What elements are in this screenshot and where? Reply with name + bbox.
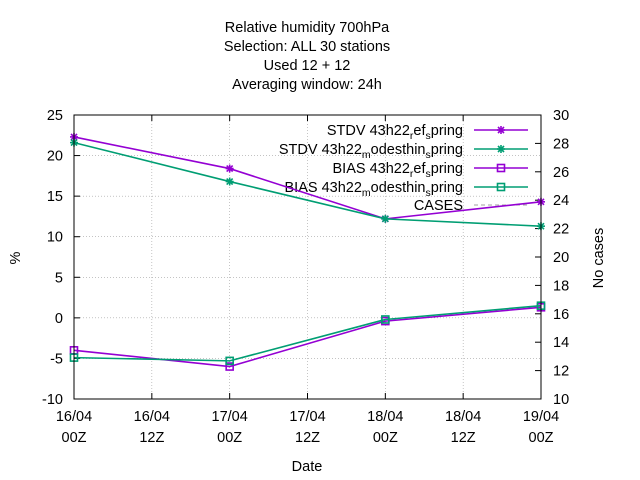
y-tick-label: -5 [50,351,63,367]
y2-tick-label: 14 [553,335,569,351]
legend-text-part: odesthin [371,142,426,158]
legend-text-part: pring [431,161,463,177]
legend-subscript: s [426,187,431,199]
y2-tick-label: 26 [553,165,569,181]
legend-text-part: odesthin [371,180,426,196]
y-tick-label: -10 [42,392,63,408]
y-tick-label: 25 [47,108,63,124]
x-tick-label: 17/04 [289,409,325,425]
title-line: Used 12 + 12 [264,58,351,74]
y-tick-label: 0 [55,311,63,327]
y2-tick-label: 10 [553,392,569,408]
legend-text-part: BIAS 43h22 [285,180,362,196]
star-point [225,177,234,186]
legend-text-part: ef [413,123,426,139]
square-point [496,163,506,173]
y2-tick-label: 12 [553,364,569,380]
y2-tick-label: 22 [553,222,569,238]
x-tick-label: 12Z [451,430,476,446]
x-tick-label: 18/04 [367,409,403,425]
legend-text-part: ef [413,161,426,177]
star-point [381,214,390,223]
x-tick-label: 00Z [373,430,398,446]
x-tick-label: 16/04 [56,409,92,425]
square-point [381,315,390,324]
y-tick-label: 5 [55,270,63,286]
legend-subscript: m [362,149,371,161]
series-line-3 [73,306,542,368]
legend-label-cases: CASES [414,198,463,214]
legend-text-part: pring [431,142,463,158]
x-tick-label: 12Z [139,430,164,446]
x-tick-label: 00Z [62,430,87,446]
y2-tick-label: 16 [553,307,569,323]
y-tick-label: 15 [47,189,63,205]
legend-subscript: s [426,130,431,142]
tick-labels: -10 -5 0 5 10 15 20 25 10 12 14 16 18 20 22 24 26 28 30 16/… [42,108,569,446]
legend-text-part: pring [431,123,463,139]
legend-label: BIAS 43h22refspring [333,161,464,180]
chart-title: Relative humidity 700hPa Selection: ALL 3… [224,20,390,93]
x-tick-label: 00Z [217,430,242,446]
star-point [225,164,234,173]
star-point [497,145,505,153]
legend-label: STDV 43h22refspring [327,123,463,142]
plot-frame [73,114,542,400]
x-tick-label: 00Z [529,430,554,446]
square-point [225,362,234,371]
title-line: Averaging window: 24h [232,77,382,93]
x-tick-label: 17/04 [212,409,248,425]
y2-tick-label: 20 [553,250,569,266]
y2-tick-label: 28 [553,136,569,152]
y-axis-title: % [8,251,24,264]
y-tick-label: 20 [47,149,63,165]
y-tick-label: 10 [47,230,63,246]
x-tick-label: 12Z [295,430,320,446]
legend-subscript: r [410,168,414,180]
y2-tick-label: 18 [553,278,569,294]
y2-tick-label: 30 [553,108,569,124]
square-point [496,182,506,192]
legend-text-part: STDV 43h22 [327,123,410,139]
series-line-1 [73,136,542,220]
legend-subscript: s [426,149,431,161]
x-axis-title: Date [292,459,323,475]
series-line-2 [73,141,542,227]
legend-subscript: r [410,130,414,142]
x-tick-label: 18/04 [445,409,481,425]
title-line: Selection: ALL 30 stations [224,39,390,55]
y2-tick-label: 24 [553,193,569,209]
x-tick-label: 19/04 [523,409,559,425]
y2-axis-title: No cases [591,228,607,288]
x-tick-label: 16/04 [134,409,170,425]
legend-text-part: BIAS 43h22 [333,161,410,177]
square-point [225,356,234,366]
legend-subscript: m [362,187,371,199]
legend-label: STDV 43h22modesthinspring [279,142,463,161]
legend-text-part: pring [431,180,463,196]
title-line: Relative humidity 700hPa [225,20,390,36]
star-point [497,126,505,134]
legend-subscript: s [426,168,431,180]
legend-text-part: STDV 43h22 [279,142,362,158]
series-line-4 [73,304,542,362]
